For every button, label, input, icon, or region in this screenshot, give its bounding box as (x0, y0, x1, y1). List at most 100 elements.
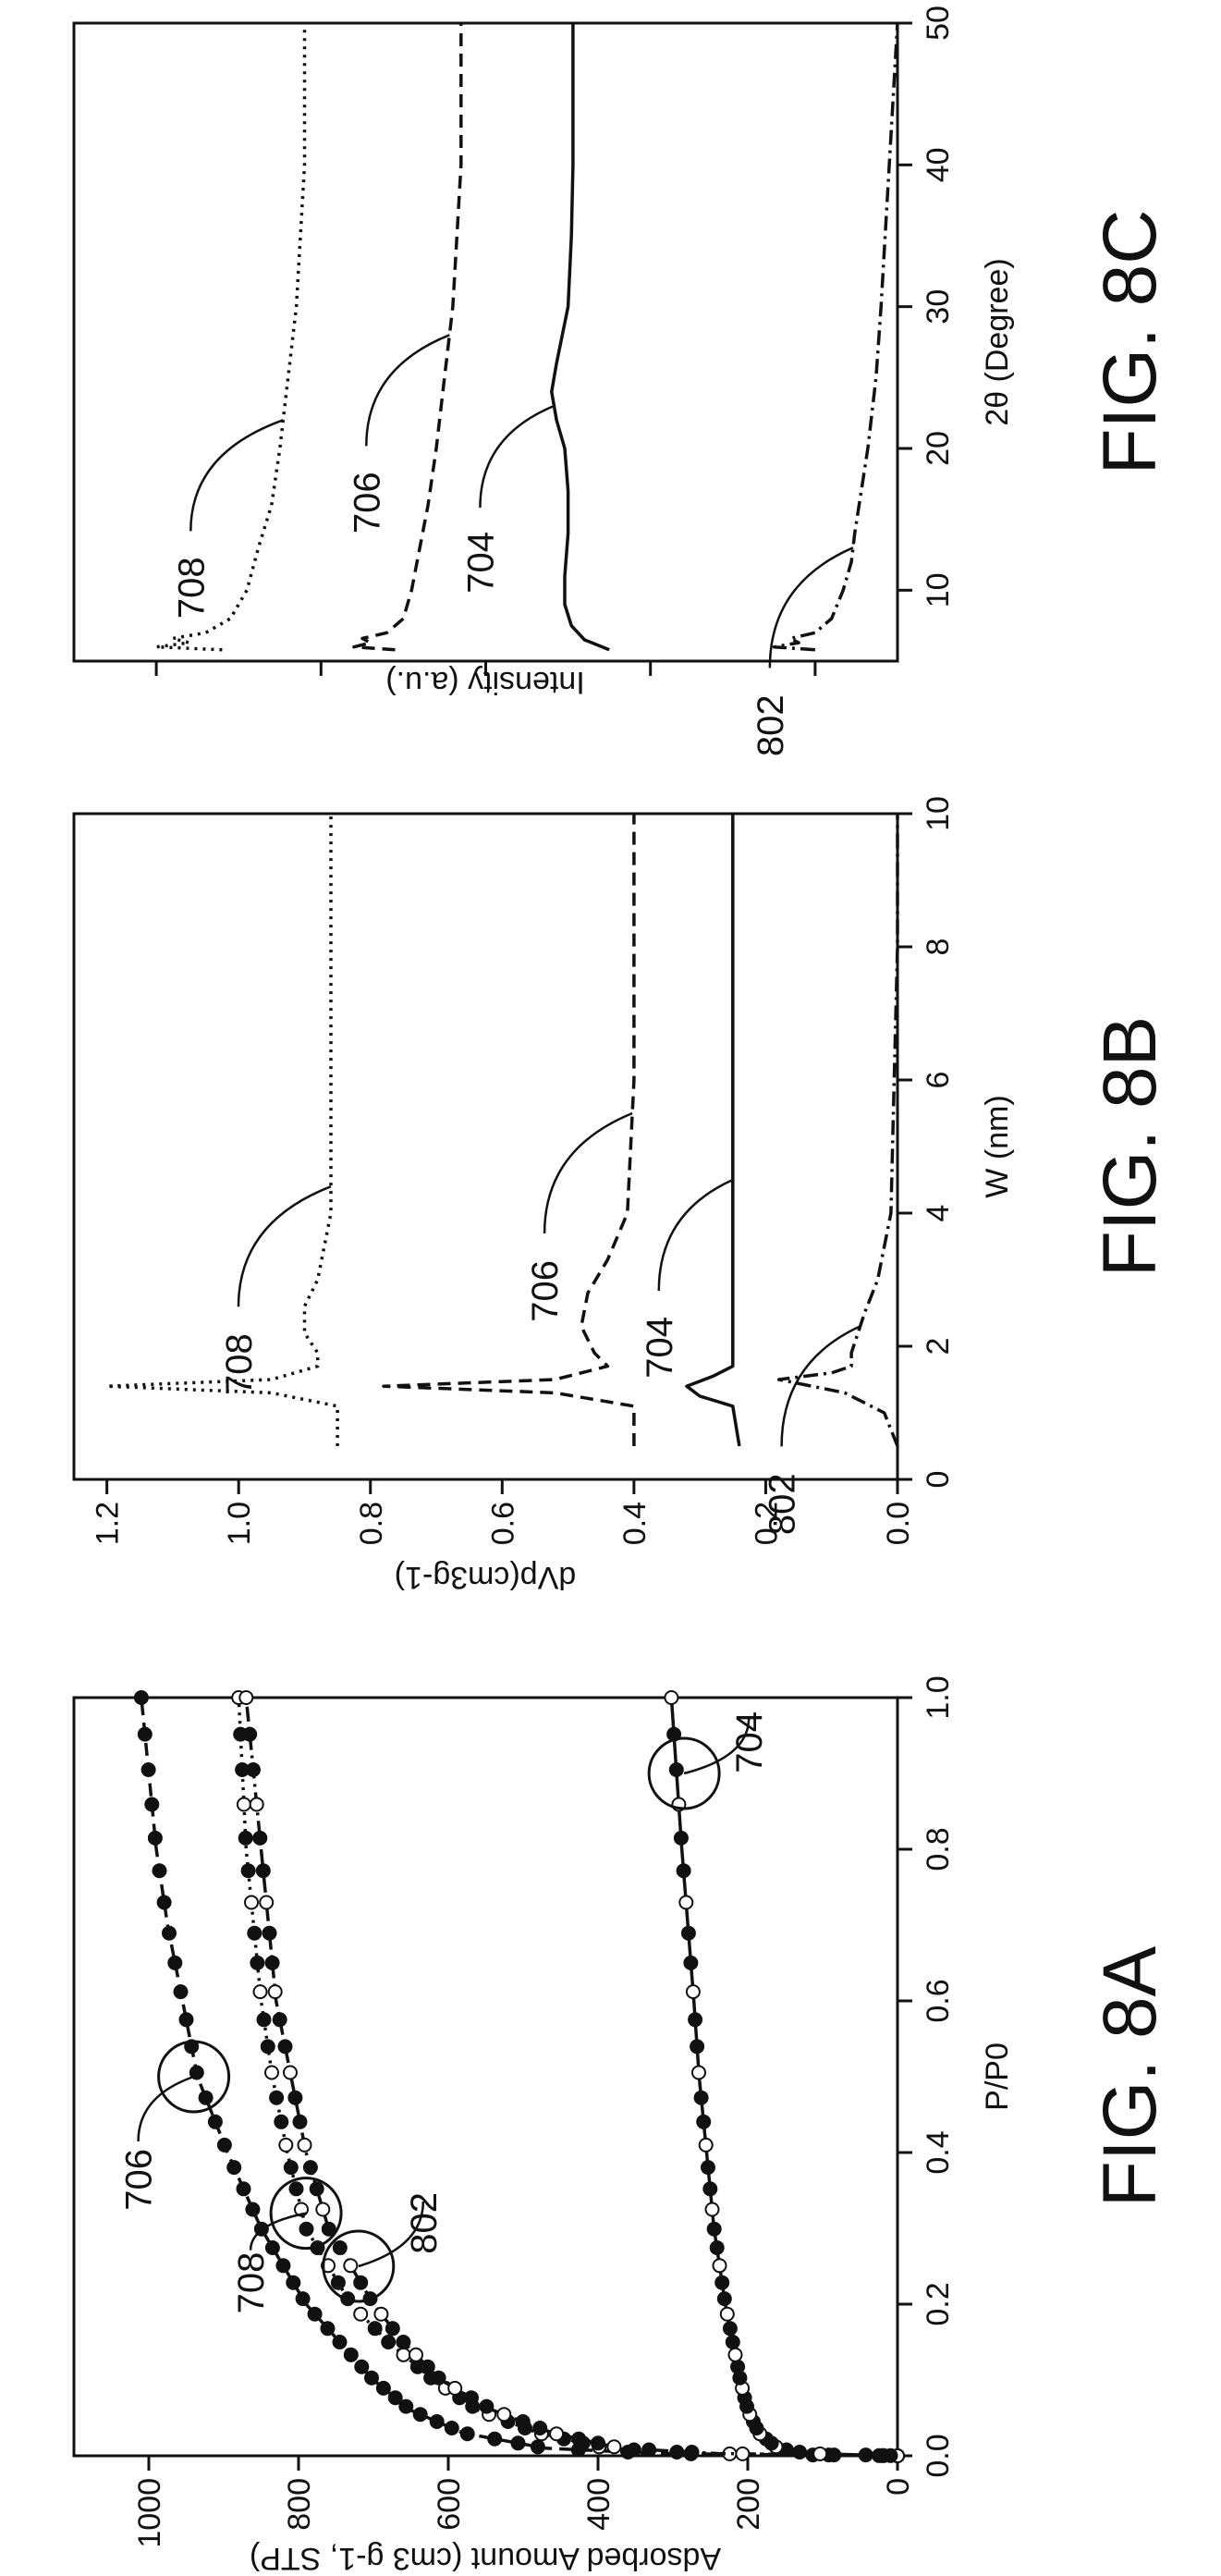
series-line-802 (776, 814, 899, 1447)
x-tick-label: 0.0 (921, 2434, 956, 2477)
data-point-802 (396, 2335, 411, 2349)
data-point-704 (709, 2240, 725, 2255)
data-point-708 (381, 2335, 397, 2349)
data-point-708 (244, 1895, 259, 1910)
series-line-704 (550, 23, 610, 652)
series-line-704 (685, 814, 741, 1447)
data-point-704 (673, 1830, 689, 1846)
data-point-704 (680, 1925, 696, 1941)
data-point-704 (719, 2306, 735, 2322)
series-line-706 (352, 23, 463, 652)
y-tick-label: 1000 (132, 2478, 167, 2548)
tick-group-8c: 10 20 30 40 50 (154, 6, 956, 676)
data-point-706 (162, 1925, 177, 1941)
data-point-706 (236, 2181, 251, 2197)
data-point-802 (238, 1690, 254, 1705)
series-line-802 (772, 22, 899, 652)
data-point-802 (315, 2202, 331, 2217)
y-tick-label: 600 (432, 2478, 467, 2531)
x-axis-title-8b: W (nm) (980, 1095, 1015, 1197)
data-point-802 (385, 2321, 400, 2337)
data-point-802 (431, 2370, 446, 2386)
data-point-706 (178, 2012, 194, 2028)
data-point-706 (173, 1984, 189, 2000)
data-point-802 (292, 2114, 308, 2129)
data-point-802 (249, 1797, 264, 1812)
data-point-706 (156, 1895, 172, 1910)
series-line-706 (382, 814, 636, 1446)
x-axis-title-8c: 2θ (Degree) (980, 258, 1015, 425)
data-point-706 (198, 2090, 214, 2105)
data-point-802 (353, 2275, 369, 2290)
series-group-8a: 706 708 802 704 (119, 1690, 905, 2463)
data-point-704 (690, 2039, 705, 2055)
data-point-704 (676, 1863, 691, 1879)
data-point-802 (262, 1925, 277, 1941)
data-point-704 (792, 2445, 808, 2459)
data-point-708 (252, 1984, 268, 2000)
callout-label-706: 706 (347, 472, 387, 534)
y-tick-label: 200 (731, 2478, 766, 2531)
data-point-706 (459, 2426, 475, 2442)
x-tick-label: 0.2 (921, 2282, 956, 2325)
data-point-708 (396, 2347, 411, 2362)
data-point-706 (137, 1726, 153, 1742)
data-point-708 (269, 2090, 285, 2105)
plot-area-8b: 0 2 4 6 8 10 0.0 0.2 0.4 0.6 0.8 1.0 1.2 708 706 704 80… (72, 796, 956, 1545)
data-point-704 (691, 2065, 706, 2080)
data-point-802 (287, 2090, 303, 2105)
x-axis-title-8a: P/P0 (980, 2042, 1015, 2111)
data-point-704 (668, 1762, 684, 1777)
x-tick-label: 0.8 (921, 1827, 956, 1871)
series-line-708 (104, 814, 339, 1446)
callout-label-708: 708 (219, 1333, 260, 1395)
tick-group-8a: 0.0 0.2 0.4 0.6 0.8 1.0 0 200 400 600 800 1000 (132, 1675, 956, 2547)
data-point-704 (698, 2137, 714, 2153)
callout-leader-802 (780, 1325, 861, 1447)
data-point-708 (330, 2275, 346, 2290)
data-point-706 (147, 1830, 163, 1846)
x-tick-label: 4 (921, 1205, 956, 1222)
callout-label-706: 706 (119, 2149, 160, 2211)
y-axis-title-8b: dVp(cm3g-1) (395, 1560, 577, 1595)
data-point-802 (259, 1895, 275, 1910)
x-tick-label: 8 (921, 938, 956, 956)
callout-label-706: 706 (525, 1260, 566, 1322)
x-tick-label: 0.4 (921, 2130, 956, 2174)
x-tick-label: 6 (921, 1072, 956, 1089)
data-point-706 (226, 2160, 242, 2176)
data-point-704 (683, 1955, 699, 1970)
data-point-802 (332, 2240, 348, 2255)
data-point-802 (267, 1984, 283, 2000)
data-point-802 (302, 2160, 318, 2176)
data-point-708 (669, 2445, 685, 2459)
data-point-706 (530, 2439, 545, 2455)
x-tick-label: 50 (921, 6, 956, 41)
data-point-704 (685, 1984, 701, 2000)
data-point-708 (260, 2039, 275, 2055)
data-point-704 (704, 2202, 720, 2217)
data-point-708 (250, 1955, 265, 1970)
x-tick-label: 1.0 (921, 1675, 956, 1719)
data-point-706 (444, 2421, 459, 2435)
data-point-704 (725, 2335, 740, 2349)
callout-leader-704 (657, 1178, 734, 1292)
data-point-704 (812, 2446, 828, 2461)
data-point-802 (549, 2426, 565, 2442)
data-point-802 (464, 2390, 479, 2406)
y-tick-label: 0 (881, 2478, 916, 2496)
data-point-704 (678, 1895, 694, 1910)
data-point-706 (275, 2258, 291, 2274)
data-point-706 (140, 1762, 156, 1777)
data-point-802 (373, 2306, 389, 2322)
data-point-802 (321, 2221, 336, 2237)
data-point-704 (730, 2359, 746, 2374)
data-point-802 (242, 1726, 258, 1742)
callout-label-802: 802 (763, 1473, 803, 1535)
series-line-706 (140, 1697, 898, 2458)
callout-label-802: 802 (751, 694, 791, 756)
callout-label-708: 708 (231, 2252, 272, 2314)
